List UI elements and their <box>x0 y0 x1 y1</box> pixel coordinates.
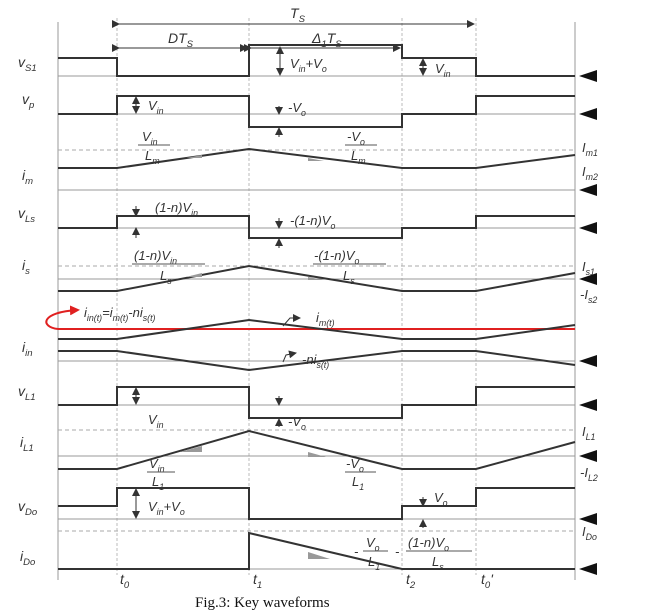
trace-nis-t <box>58 350 576 372</box>
label-is: is​ <box>22 257 30 277</box>
ido-frac2-den: Ls​ <box>432 554 444 572</box>
label-ido: iDo​ <box>20 548 35 568</box>
trace-il1 <box>58 429 576 470</box>
time-t0-prime: t0​' <box>481 571 494 591</box>
vdo-amplitude: Vin​+Vo​ <box>148 499 185 517</box>
il1-fall-num: -Vo​ <box>346 456 364 474</box>
label-il1: iL1​ <box>20 434 34 454</box>
nis-t-label: -nis(t)​ <box>302 352 329 370</box>
is-rise-num: (1-n)Vin​ <box>134 248 177 266</box>
vl1-amplitude-neg: -Vo​ <box>288 414 306 432</box>
is-fall-num: -(1-n)Vo​ <box>314 248 359 266</box>
delta-label: Δ1​TS​ <box>311 30 342 50</box>
iin-equation: iin(t)​=im(t)​-nis(t)​ <box>84 305 156 323</box>
im-rise-den: Lm​ <box>145 148 160 166</box>
vp-amplitude-pos: Vin​ <box>148 98 164 116</box>
label-is1: Is1​ <box>582 259 595 277</box>
label-im1: Im1​ <box>582 140 598 158</box>
grid <box>57 18 597 580</box>
is-rise-den: Ls​ <box>160 268 172 286</box>
label-il1-level: IL1​ <box>582 424 596 442</box>
im-rise-num: Vin​ <box>142 129 158 147</box>
vl1-amplitude-pos: Vin​ <box>148 412 164 430</box>
label-vl1: vL1​ <box>18 383 36 403</box>
vs1-amplitude-on: Vin​+Vo​ <box>290 56 327 74</box>
time-t0: t0​ <box>120 571 130 591</box>
ido-frac2-num: (1-n)Vo​ <box>408 535 449 553</box>
time-labels: t0​ t1​ t2​ t0​' <box>120 571 494 591</box>
annotations: Vin​+Vo​ Vin​ Vin​ -Vo​ Vin​ Lm​ -Vo​ Lm… <box>84 56 472 572</box>
il1-rise-num: Vin​ <box>149 456 165 474</box>
vp-amplitude-neg: -Vo​ <box>288 100 306 118</box>
label-iin: iin​ <box>22 339 33 359</box>
vls-amplitude-pos: (1-n)Vin​ <box>155 200 198 218</box>
trace-vls <box>58 215 575 239</box>
label-vdo: vDo​ <box>18 498 37 518</box>
ido-frac1-den: L1​ <box>368 554 380 572</box>
label-is2: -Is2​ <box>580 287 597 305</box>
label-ido-level: IDo​ <box>582 524 597 542</box>
row-labels: vS1​ vp​ im​ vLs​ is​ iin​ vL1​ iL1​ vDo… <box>18 54 37 568</box>
slope-markers <box>180 155 330 559</box>
level-labels: Im1​ Im2​ Is1​ -Is2​ IL1​ -IL2​ IDo​ <box>580 140 598 542</box>
period-label: TS​ <box>290 5 306 25</box>
ido-frac1-num: Vo​ <box>366 535 380 553</box>
is-fall-den: Ls​ <box>343 268 355 286</box>
trace-vs1 <box>58 44 575 77</box>
time-t1: t1​ <box>253 571 262 591</box>
il1-rise-den: L1​ <box>152 474 164 492</box>
figure-caption: Fig.3: Key waveforms <box>195 595 330 611</box>
trace-ido <box>58 531 575 570</box>
trace-vl1 <box>58 386 575 419</box>
im-t-label: im(t)​ <box>316 310 335 328</box>
time-t2: t2​ <box>406 571 416 591</box>
amplitude-arrows <box>132 46 427 528</box>
dimension-arrows: TS​ DTS​ Δ1​TS​ <box>112 5 475 52</box>
im-fall-num: -Vo​ <box>347 129 365 147</box>
vs1-amplitude-off: Vin​ <box>435 61 451 79</box>
il1-fall-den: L1​ <box>352 474 364 492</box>
label-im: im​ <box>22 167 33 187</box>
label-vs1: vS1​ <box>18 54 37 74</box>
label-vp: vp​ <box>22 91 34 111</box>
trace-vdo <box>58 487 575 520</box>
trace-im-t <box>58 318 576 340</box>
trace-vp <box>58 95 575 128</box>
ground-markers <box>579 70 597 575</box>
waveform-traces <box>58 44 576 570</box>
trace-is <box>58 264 576 292</box>
ido-minus-2: - <box>395 544 400 559</box>
label-il2-level: -IL2​ <box>580 465 598 483</box>
vls-amplitude-neg: -(1-n)Vo​ <box>290 213 335 231</box>
duty-label: DTS​ <box>168 30 194 50</box>
label-vls: vLs​ <box>18 205 35 225</box>
iin-red-arrow <box>45 305 80 330</box>
trace-im <box>58 147 576 169</box>
im-fall-den: Lm​ <box>351 148 366 166</box>
label-im2: Im2​ <box>582 164 598 182</box>
vdo-step: Vo​ <box>434 490 448 508</box>
ido-minus-1: - <box>354 544 359 559</box>
